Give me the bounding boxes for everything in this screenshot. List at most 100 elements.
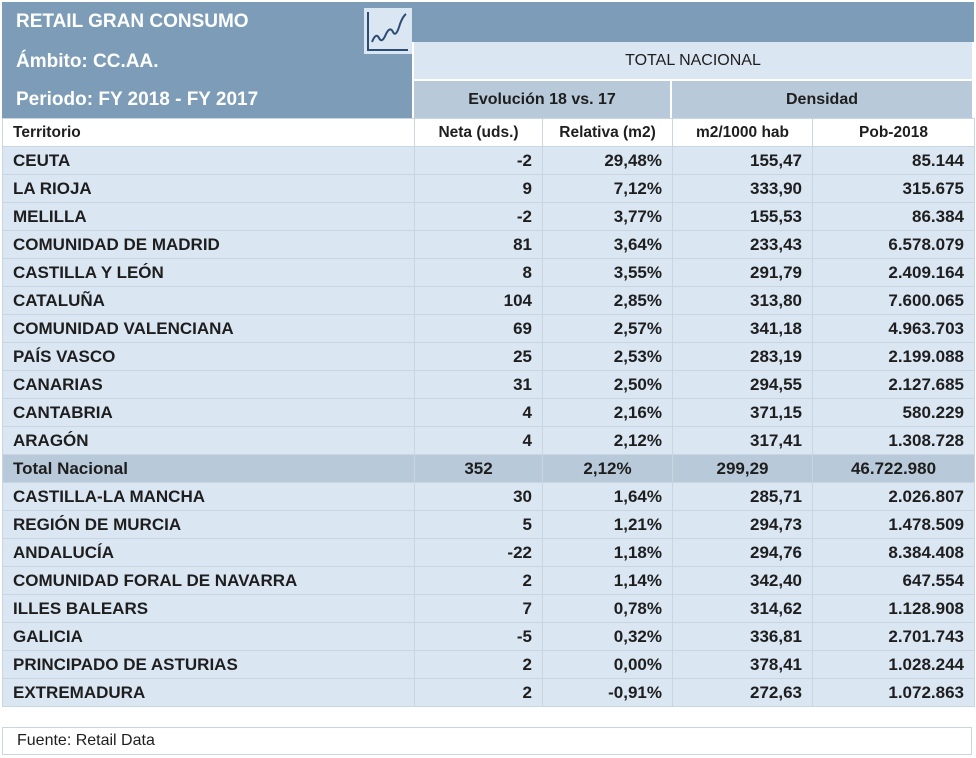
value-cell: 2,50% [542, 370, 673, 399]
source-footer: Fuente: Retail Data [2, 727, 972, 755]
table-row: CASTILLA-LA MANCHA 30 1,64% 285,71 2.026.807 [2, 482, 975, 511]
value-cell: 233,43 [672, 230, 813, 259]
territory-cell: COMUNIDAD VALENCIANA [2, 314, 415, 343]
table-row: GALICIA -5 0,32% 336,81 2.701.743 [2, 622, 975, 651]
value-cell: 647.554 [812, 566, 975, 595]
value-cell: 1.308.728 [812, 426, 975, 455]
value-cell: 294,55 [672, 370, 813, 399]
value-cell: 2,57% [542, 314, 673, 343]
value-cell: 336,81 [672, 622, 813, 651]
territory-cell: ANDALUCÍA [2, 538, 415, 567]
territory-cell: LA RIOJA [2, 174, 415, 203]
value-cell: 3,77% [542, 202, 673, 231]
table-row: CANARIAS 31 2,50% 294,55 2.127.685 [2, 370, 975, 399]
value-cell: 299,29 [672, 454, 813, 483]
territory-cell: CANARIAS [2, 370, 415, 399]
value-cell: 3,55% [542, 258, 673, 287]
value-cell: 4 [414, 398, 543, 427]
table-row: ANDALUCÍA -22 1,18% 294,76 8.384.408 [2, 538, 975, 567]
table-row: CASTILLA Y LEÓN 8 3,55% 291,79 2.409.164 [2, 258, 975, 287]
territory-cell: EXTREMADURA [2, 678, 415, 707]
value-cell: 371,15 [672, 398, 813, 427]
value-cell: 2,16% [542, 398, 673, 427]
value-cell: -5 [414, 622, 543, 651]
value-cell: 7,12% [542, 174, 673, 203]
value-cell: 7 [414, 594, 543, 623]
value-cell: 1,14% [542, 566, 673, 595]
value-cell: 291,79 [672, 258, 813, 287]
data-table: Territorio Neta (uds.) Relativa (m2) m2/… [2, 118, 975, 707]
territory-cell: COMUNIDAD FORAL DE NAVARRA [2, 566, 415, 595]
value-cell: -22 [414, 538, 543, 567]
total-nacional-band: TOTAL NACIONAL [414, 42, 972, 79]
column-header-row: Territorio Neta (uds.) Relativa (m2) m2/… [2, 118, 975, 147]
table-row: CATALUÑA 104 2,85% 313,80 7.600.065 [2, 286, 975, 315]
table-row: CANTABRIA 4 2,16% 371,15 580.229 [2, 398, 975, 427]
value-cell: 2,53% [542, 342, 673, 371]
value-cell: -2 [414, 146, 543, 175]
value-cell: 378,41 [672, 650, 813, 679]
value-cell: 314,62 [672, 594, 813, 623]
value-cell: 4.963.703 [812, 314, 975, 343]
value-cell: 5 [414, 510, 543, 539]
value-cell: 294,76 [672, 538, 813, 567]
value-cell: 1,18% [542, 538, 673, 567]
value-cell: 1,64% [542, 482, 673, 511]
value-cell: 2 [414, 650, 543, 679]
value-cell: 2.127.685 [812, 370, 975, 399]
value-cell: 6.578.079 [812, 230, 975, 259]
territory-cell: COMUNIDAD DE MADRID [2, 230, 415, 259]
report-scope: Ámbito: CC.AA. [16, 51, 159, 72]
table-row: CEUTA -2 29,48% 155,47 85.144 [2, 146, 975, 175]
table-row: ARAGÓN 4 2,12% 317,41 1.308.728 [2, 426, 975, 455]
table-row: COMUNIDAD VALENCIANA 69 2,57% 341,18 4.963.7… [2, 314, 975, 343]
report-header: RETAIL GRAN CONSUMO Ámbito: CC.AA. Perio… [2, 2, 412, 118]
value-cell: 294,73 [672, 510, 813, 539]
value-cell: 8.384.408 [812, 538, 975, 567]
value-cell: 1.128.908 [812, 594, 975, 623]
value-cell: 7.600.065 [812, 286, 975, 315]
value-cell: 46.722.980 [812, 454, 975, 483]
value-cell: 0,32% [542, 622, 673, 651]
territory-cell: CEUTA [2, 146, 415, 175]
value-cell: 0,00% [542, 650, 673, 679]
territory-cell: CATALUÑA [2, 286, 415, 315]
value-cell: 30 [414, 482, 543, 511]
value-cell: 2,12% [542, 426, 673, 455]
total-row: Total Nacional 352 2,12% 299,29 46.722.980 [2, 454, 975, 483]
table-row: PRINCIPADO DE ASTURIAS 2 0,00% 378,41 1.028.… [2, 650, 975, 679]
value-cell: 1.478.509 [812, 510, 975, 539]
table-row: COMUNIDAD DE MADRID 81 3,64% 233,43 6.578.07… [2, 230, 975, 259]
column-header: Neta (uds.) [414, 118, 543, 147]
value-cell: 1,21% [542, 510, 673, 539]
value-cell: 2,85% [542, 286, 673, 315]
table-row: COMUNIDAD FORAL DE NAVARRA 2 1,14% 342,40 64… [2, 566, 975, 595]
table-row: MELILLA -2 3,77% 155,53 86.384 [2, 202, 975, 231]
value-cell: 285,71 [672, 482, 813, 511]
value-cell: -0,91% [542, 678, 673, 707]
value-cell: 315.675 [812, 174, 975, 203]
territory-cell: REGIÓN DE MURCIA [2, 510, 415, 539]
column-header: Relativa (m2) [542, 118, 673, 147]
value-cell: 2,12% [542, 454, 673, 483]
territory-cell: GALICIA [2, 622, 415, 651]
value-cell: 31 [414, 370, 543, 399]
value-cell: 2 [414, 566, 543, 595]
value-cell: 29,48% [542, 146, 673, 175]
value-cell: 155,53 [672, 202, 813, 231]
territory-cell: CANTABRIA [2, 398, 415, 427]
territory-cell: CASTILLA Y LEÓN [2, 258, 415, 287]
table-row: ILLES BALEARS 7 0,78% 314,62 1.128.908 [2, 594, 975, 623]
value-cell: 342,40 [672, 566, 813, 595]
value-cell: 283,19 [672, 342, 813, 371]
value-cell: -2 [414, 202, 543, 231]
group-evolution: Evolución 18 vs. 17 [414, 81, 670, 118]
column-header: m2/1000 hab [672, 118, 813, 147]
value-cell: 1.072.863 [812, 678, 975, 707]
value-cell: 313,80 [672, 286, 813, 315]
value-cell: 2.026.807 [812, 482, 975, 511]
value-cell: 352 [414, 454, 543, 483]
column-header: Territorio [2, 118, 415, 147]
report-period: Periodo: FY 2018 - FY 2017 [16, 89, 259, 110]
table-row: EXTREMADURA 2 -0,91% 272,63 1.072.863 [2, 678, 975, 707]
